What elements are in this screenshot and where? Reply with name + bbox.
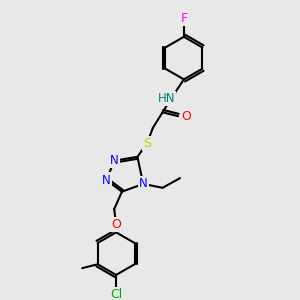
Text: N: N [139,177,148,190]
Text: N: N [110,154,118,167]
Text: O: O [111,218,121,231]
Text: O: O [181,110,191,123]
Text: S: S [143,137,151,150]
Text: F: F [180,12,188,25]
Text: Cl: Cl [110,288,122,300]
Text: N: N [102,174,111,187]
Text: HN: HN [158,92,175,105]
